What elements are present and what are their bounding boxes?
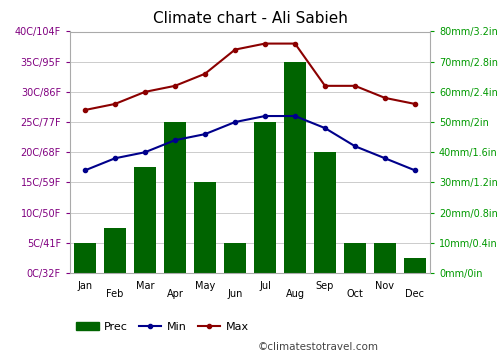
Text: Dec: Dec bbox=[406, 289, 424, 299]
Bar bbox=[314, 152, 336, 273]
Text: Jan: Jan bbox=[78, 281, 92, 291]
Text: Jul: Jul bbox=[259, 281, 271, 291]
Text: Jun: Jun bbox=[228, 289, 242, 299]
Text: Sep: Sep bbox=[316, 281, 334, 291]
Bar bbox=[194, 182, 216, 273]
Bar bbox=[164, 122, 186, 273]
Text: May: May bbox=[195, 281, 215, 291]
Bar bbox=[74, 243, 96, 273]
Text: Feb: Feb bbox=[106, 289, 124, 299]
Bar bbox=[374, 243, 396, 273]
Text: Nov: Nov bbox=[376, 281, 394, 291]
Text: Oct: Oct bbox=[346, 289, 364, 299]
Bar bbox=[284, 62, 306, 273]
Bar bbox=[344, 243, 366, 273]
Legend: Prec, Min, Max: Prec, Min, Max bbox=[72, 317, 254, 336]
Bar bbox=[254, 122, 276, 273]
Text: Mar: Mar bbox=[136, 281, 154, 291]
Text: Apr: Apr bbox=[166, 289, 184, 299]
Text: Aug: Aug bbox=[286, 289, 304, 299]
Bar bbox=[404, 258, 426, 273]
Text: ©climatestotravel.com: ©climatestotravel.com bbox=[257, 342, 378, 350]
Title: Climate chart - Ali Sabieh: Climate chart - Ali Sabieh bbox=[152, 11, 348, 26]
Bar bbox=[104, 228, 126, 273]
Bar bbox=[134, 167, 156, 273]
Bar bbox=[224, 243, 246, 273]
